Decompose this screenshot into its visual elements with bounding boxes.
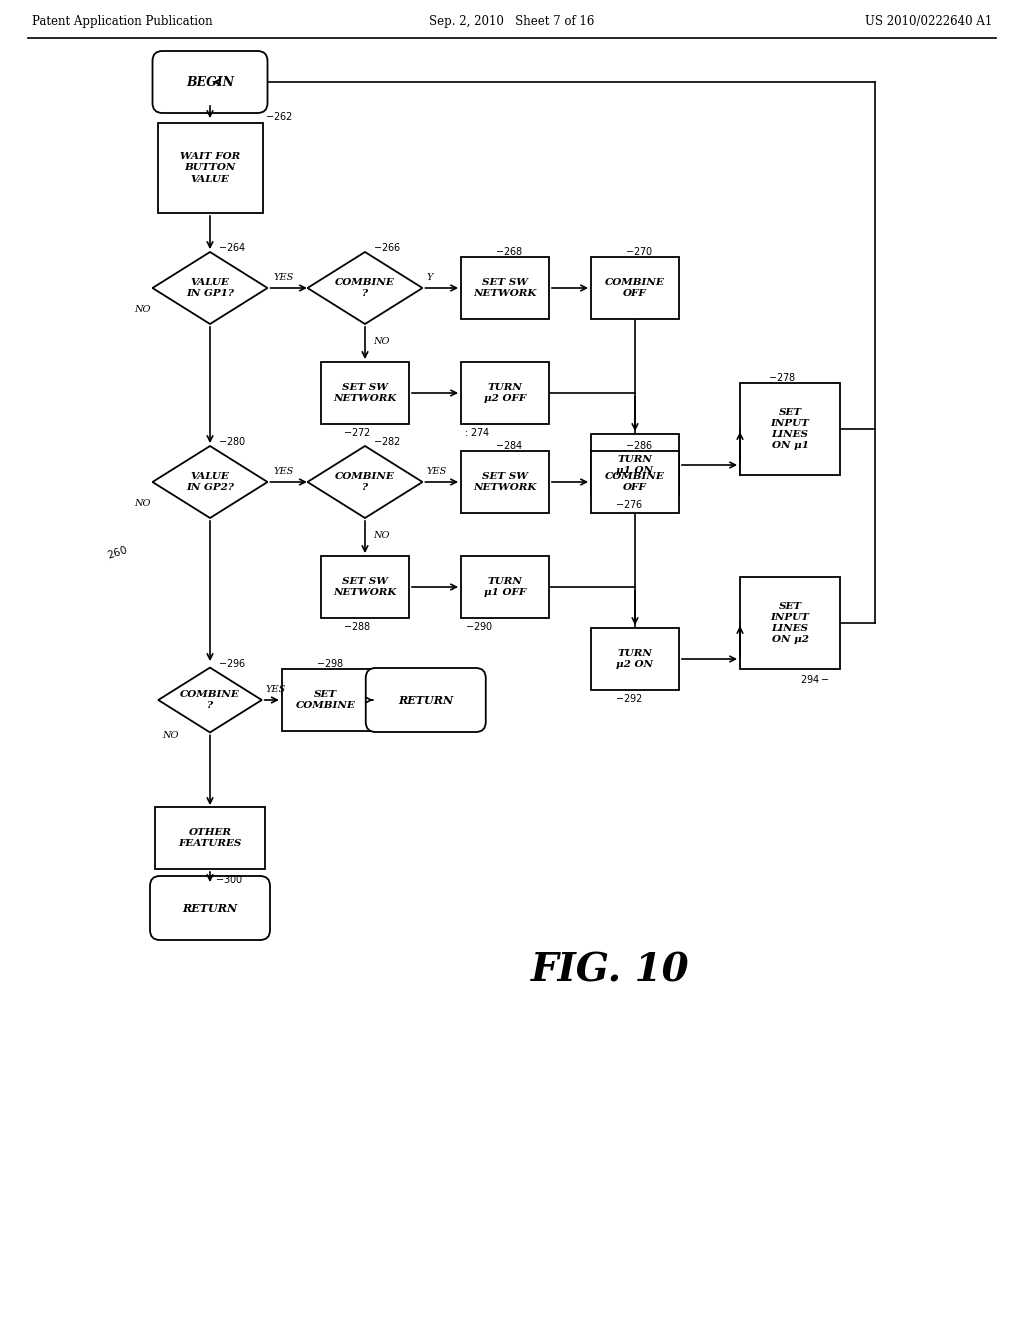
- Text: YES: YES: [273, 273, 294, 282]
- Text: $\mathit{-292}$: $\mathit{-292}$: [615, 692, 642, 704]
- Text: SET SW
NETWORK: SET SW NETWORK: [473, 279, 537, 298]
- Text: SET SW
NETWORK: SET SW NETWORK: [334, 577, 396, 597]
- Polygon shape: [153, 252, 267, 323]
- Text: $\mathit{: 274}$: $\mathit{: 274}$: [463, 426, 490, 438]
- Text: NO: NO: [162, 730, 179, 739]
- Text: $\mathit{-280}$: $\mathit{-280}$: [218, 436, 246, 447]
- Text: $\mathit{-268}$: $\mathit{-268}$: [495, 246, 523, 257]
- Text: Sep. 2, 2010   Sheet 7 of 16: Sep. 2, 2010 Sheet 7 of 16: [429, 16, 595, 29]
- Text: $\mathit{-266}$: $\mathit{-266}$: [373, 242, 401, 253]
- FancyBboxPatch shape: [591, 451, 679, 513]
- FancyBboxPatch shape: [461, 451, 549, 513]
- Text: COMBINE
?: COMBINE ?: [180, 690, 240, 710]
- Polygon shape: [159, 668, 262, 733]
- Text: COMBINE
?: COMBINE ?: [335, 473, 395, 492]
- Text: YES: YES: [427, 467, 446, 477]
- Text: NO: NO: [373, 338, 389, 346]
- Text: YES: YES: [266, 685, 286, 694]
- Text: $\mathit{-278}$: $\mathit{-278}$: [768, 371, 796, 383]
- Text: VALUE
IN GP2?: VALUE IN GP2?: [186, 473, 234, 492]
- Text: $\mathit{-284}$: $\mathit{-284}$: [495, 440, 523, 451]
- FancyBboxPatch shape: [461, 362, 549, 424]
- Text: OTHER
FEATURES: OTHER FEATURES: [178, 828, 242, 847]
- Text: TURN
μ2 ON: TURN μ2 ON: [616, 649, 653, 669]
- Text: $\mathit{-264}$: $\mathit{-264}$: [218, 242, 246, 253]
- Text: Y: Y: [427, 273, 433, 282]
- Text: RETURN: RETURN: [182, 903, 238, 913]
- Text: TURN
μ1 OFF: TURN μ1 OFF: [484, 577, 526, 597]
- Text: $\mathit{-296}$: $\mathit{-296}$: [218, 656, 246, 669]
- Text: BEGIN: BEGIN: [186, 75, 234, 88]
- Text: $\mathit{-276}$: $\mathit{-276}$: [615, 498, 643, 510]
- Text: RETURN: RETURN: [398, 694, 454, 705]
- Text: $\mathit{294-}$: $\mathit{294-}$: [800, 673, 829, 685]
- Text: YES: YES: [273, 467, 294, 477]
- FancyBboxPatch shape: [461, 556, 549, 618]
- FancyBboxPatch shape: [591, 434, 679, 496]
- Text: SET SW
NETWORK: SET SW NETWORK: [473, 473, 537, 492]
- Text: NO: NO: [134, 305, 151, 314]
- Polygon shape: [307, 252, 423, 323]
- Text: $\mathit{-262}$: $\mathit{-262}$: [265, 110, 293, 121]
- FancyBboxPatch shape: [282, 669, 370, 731]
- FancyBboxPatch shape: [155, 807, 265, 869]
- FancyBboxPatch shape: [321, 362, 409, 424]
- Text: $\mathit{-286}$: $\mathit{-286}$: [625, 440, 653, 451]
- Text: Patent Application Publication: Patent Application Publication: [32, 16, 213, 29]
- FancyBboxPatch shape: [321, 556, 409, 618]
- Text: SET
INPUT
LINES
ON μ1: SET INPUT LINES ON μ1: [771, 408, 809, 450]
- Text: $\mathit{-298}$: $\mathit{-298}$: [315, 657, 344, 669]
- Text: $\mathit{-272}$: $\mathit{-272}$: [343, 426, 371, 438]
- Text: $\mathit{-270}$: $\mathit{-270}$: [625, 246, 653, 257]
- Text: SET
INPUT
LINES
ON μ2: SET INPUT LINES ON μ2: [771, 602, 809, 644]
- Text: TURN
μ2 OFF: TURN μ2 OFF: [484, 383, 526, 403]
- Text: $\mathit{-290}$: $\mathit{-290}$: [465, 620, 493, 632]
- Text: COMBINE
OFF: COMBINE OFF: [605, 473, 665, 492]
- Text: SET
COMBINE: SET COMBINE: [296, 690, 355, 710]
- Text: $\mathit{-300}$: $\mathit{-300}$: [215, 873, 243, 884]
- FancyBboxPatch shape: [591, 257, 679, 319]
- FancyBboxPatch shape: [366, 668, 485, 733]
- Text: WAIT FOR
BUTTON
VALUE: WAIT FOR BUTTON VALUE: [180, 152, 240, 183]
- Text: NO: NO: [134, 499, 151, 508]
- Text: TURN
μ1 ON: TURN μ1 ON: [616, 455, 653, 475]
- Text: $\mathit{-282}$: $\mathit{-282}$: [373, 436, 400, 447]
- Text: SET SW
NETWORK: SET SW NETWORK: [334, 383, 396, 403]
- Text: NO: NO: [373, 532, 389, 540]
- Text: FIG. 10: FIG. 10: [530, 950, 689, 989]
- FancyBboxPatch shape: [158, 123, 262, 213]
- FancyBboxPatch shape: [740, 577, 840, 669]
- FancyBboxPatch shape: [150, 876, 270, 940]
- Text: COMBINE
OFF: COMBINE OFF: [605, 279, 665, 298]
- Polygon shape: [307, 446, 423, 517]
- FancyBboxPatch shape: [461, 257, 549, 319]
- FancyBboxPatch shape: [591, 628, 679, 690]
- FancyBboxPatch shape: [740, 383, 840, 475]
- Text: VALUE
IN GP1?: VALUE IN GP1?: [186, 279, 234, 298]
- Text: $\mathit{-288}$: $\mathit{-288}$: [343, 620, 371, 632]
- Text: $\mathit{260}$: $\mathit{260}$: [105, 543, 129, 561]
- FancyBboxPatch shape: [153, 51, 267, 114]
- Text: COMBINE
?: COMBINE ?: [335, 279, 395, 298]
- Text: US 2010/0222640 A1: US 2010/0222640 A1: [864, 16, 992, 29]
- Polygon shape: [153, 446, 267, 517]
